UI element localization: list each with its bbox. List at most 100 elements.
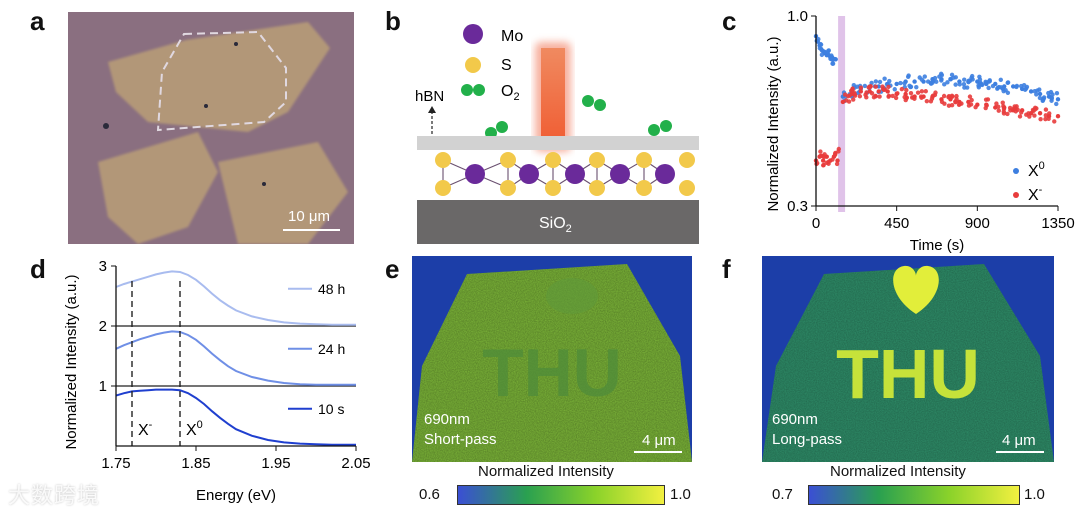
colorbar-max-e: 1.0	[670, 486, 691, 503]
noise-point	[912, 96, 917, 101]
o2-legend-icon	[461, 84, 473, 96]
noise-point	[1052, 119, 1057, 124]
noise-point	[1054, 101, 1059, 107]
noise-point	[887, 78, 892, 84]
noise-point	[919, 89, 925, 94]
noise-point	[1017, 114, 1023, 119]
noise-point	[1001, 106, 1007, 112]
spectrum-line	[115, 388, 356, 446]
noise-point	[818, 42, 824, 47]
noise-point	[996, 104, 1001, 110]
noise-point	[951, 75, 956, 80]
legend-label-x0: X0	[1028, 160, 1045, 180]
panel-label-d: d	[30, 254, 46, 284]
noise-point	[945, 80, 950, 85]
filter-label-f: Long-pass	[772, 431, 842, 448]
legend-label: 24 h	[318, 341, 345, 357]
data-point	[1055, 113, 1061, 119]
data-point	[876, 89, 881, 94]
image-text-bright: THU	[836, 335, 980, 413]
noise-point	[862, 83, 868, 89]
noise-point	[1038, 116, 1043, 122]
spectrum-line	[115, 270, 356, 326]
noise-point	[1032, 105, 1038, 111]
panel-label-e: e	[385, 254, 400, 284]
noise-point	[826, 159, 831, 165]
noise-point	[1027, 114, 1032, 119]
noise-point	[858, 85, 864, 90]
legend-label-xminus: X-	[1028, 184, 1043, 204]
x-tick-label: 900	[965, 215, 990, 232]
watermark: 大数跨境	[8, 483, 101, 508]
chart-c: 0 450 900 1350 0.3 1.0 Normalized Intensity (…	[765, 8, 1075, 254]
y-tick-label: 1.0	[787, 8, 808, 25]
noise-point	[890, 93, 895, 99]
x-tick-label: 1.85	[181, 455, 210, 472]
noise-point	[1022, 87, 1028, 92]
noise-point	[923, 89, 928, 94]
noise-point	[953, 99, 958, 104]
wavelength-label-f: 690nm	[772, 411, 818, 428]
image-text-dark: THU	[482, 335, 622, 411]
region-outline	[156, 30, 287, 132]
noise-point	[919, 77, 925, 82]
schematic: Mo S O2 hBN SiO2	[415, 24, 699, 244]
noise-point	[914, 84, 919, 90]
data-point	[912, 79, 917, 84]
noise-point	[846, 93, 851, 99]
pl-map-long-pass: THU 690nm Long-pass 4 μm	[762, 256, 1054, 462]
data-point	[894, 81, 899, 87]
data-point	[820, 158, 826, 163]
noise-point	[968, 102, 974, 107]
y-tick-label: 3	[99, 258, 107, 275]
noise-point	[962, 85, 967, 90]
hbn-label: hBN	[415, 88, 444, 105]
noise-point	[942, 101, 947, 106]
noise-point	[938, 71, 944, 77]
filter-label-e: Short-pass	[424, 431, 497, 448]
noise-point	[899, 86, 905, 92]
noise-point	[1005, 90, 1011, 95]
y-tick-label: 2	[99, 318, 107, 335]
noise-point	[1037, 95, 1043, 101]
flake-upper	[108, 22, 330, 132]
noise-point	[1037, 87, 1042, 92]
panel-label-a: a	[30, 6, 45, 36]
noise-point	[830, 157, 835, 162]
noise-point	[1043, 107, 1049, 112]
noise-point	[907, 83, 912, 88]
noise-point	[983, 79, 988, 85]
noise-point	[1001, 111, 1007, 116]
noise-point	[932, 75, 938, 81]
y-axis-label: Normalized Intensity (a.u.)	[765, 36, 782, 211]
noise-point	[906, 73, 911, 78]
sio2-label: SiO2	[539, 215, 572, 235]
noise-point	[1043, 116, 1048, 122]
s-atoms	[435, 152, 695, 196]
noise-point	[998, 77, 1003, 82]
highlight-band	[838, 16, 846, 212]
colorbar-e	[457, 485, 665, 505]
noise-point	[830, 57, 836, 62]
noise-point	[994, 101, 999, 106]
noise-point	[986, 85, 991, 91]
y-axis-label: Normalized Intensity (a.u.)	[63, 274, 80, 449]
y-tick-label: 1	[99, 378, 107, 395]
x-tick-label: 1350	[1041, 215, 1074, 232]
noise-point	[869, 91, 875, 96]
scale-bar-label-a: 10 μm	[288, 208, 330, 225]
noise-point	[1014, 83, 1020, 89]
data-point	[1037, 111, 1043, 116]
legend-label: 10 s	[318, 401, 344, 417]
noise-point	[904, 95, 909, 100]
noise-point	[915, 90, 921, 95]
mo-legend-label: Mo	[501, 28, 523, 45]
noise-point	[1043, 113, 1049, 118]
noise-point	[933, 90, 938, 95]
noise-point	[1046, 116, 1051, 122]
scale-bar-label-e: 4 μm	[642, 432, 676, 449]
noise-point	[987, 78, 992, 83]
noise-point	[1005, 80, 1011, 85]
pl-map-short-pass: THU 690nm Short-pass 4 μm	[412, 256, 692, 462]
peak-marker-label: X-	[138, 419, 153, 439]
